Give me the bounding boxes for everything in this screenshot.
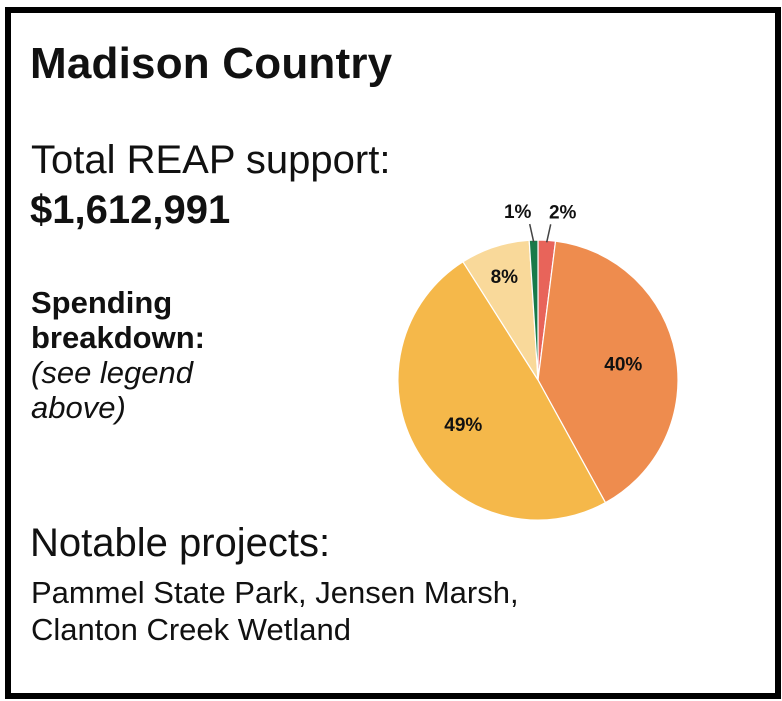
pie-slice-40pct xyxy=(537,240,679,504)
pie-label-2pct: 2% xyxy=(549,202,577,223)
notable-projects-line2: Clanton Creek Wetland xyxy=(31,612,351,647)
pie-slice-49pct xyxy=(397,260,607,521)
support-amount: $1,612,991 xyxy=(30,188,231,232)
pie-label-1pct: 1% xyxy=(504,202,532,223)
support-label: Total REAP support: xyxy=(31,138,391,182)
notable-projects-list: Pammel State Park, Jensen Marsh, Clanton… xyxy=(31,574,691,648)
pie-leader-1pct xyxy=(528,223,535,243)
pie-label-49pct: 49% xyxy=(444,415,482,436)
breakdown-note-line2: above) xyxy=(31,390,126,425)
breakdown-heading-line1: Spending xyxy=(31,285,173,320)
breakdown-note-line1: (see legend xyxy=(31,355,194,390)
breakdown-block: Spending breakdown: (see legend above) xyxy=(31,285,331,425)
pie-leader-2pct xyxy=(545,224,552,243)
pie-slice-labels: 2% 40% 49% 8% 1% xyxy=(444,202,642,436)
notable-projects-heading: Notable projects: xyxy=(30,521,331,565)
pie-leader-lines xyxy=(528,223,552,243)
notable-projects-line1: Pammel State Park, Jensen Marsh, xyxy=(31,575,519,610)
pie-label-8pct: 8% xyxy=(491,267,519,288)
page-title: Madison Country xyxy=(30,39,393,88)
breakdown-heading-line2: breakdown: xyxy=(31,320,205,355)
pie-label-40pct: 40% xyxy=(604,355,642,376)
pie-slices xyxy=(397,239,679,521)
